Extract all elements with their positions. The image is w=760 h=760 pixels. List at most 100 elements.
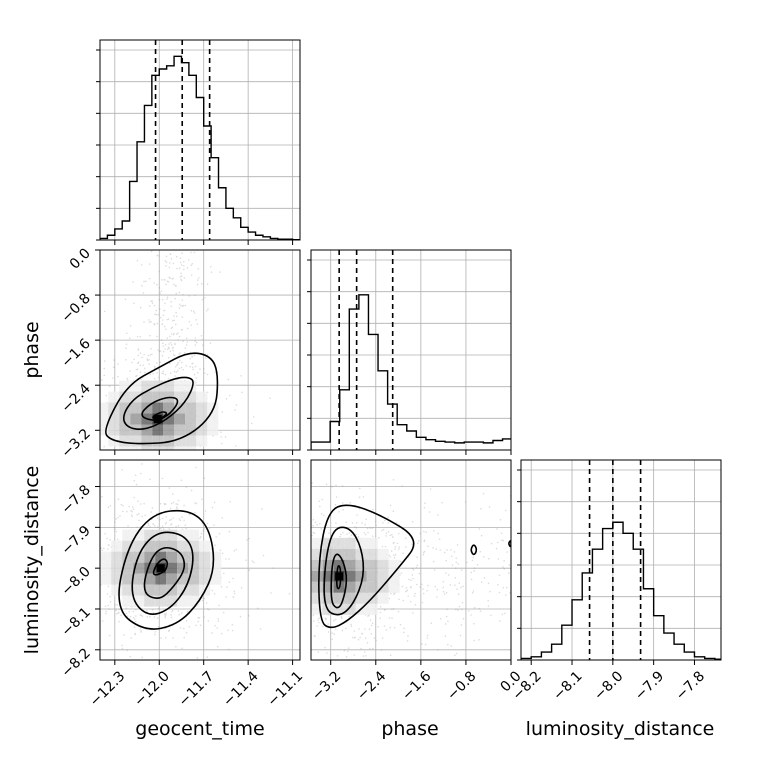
density-cell [119, 413, 131, 425]
contour-line [141, 396, 179, 421]
density-cell [344, 570, 356, 582]
density-cell [333, 592, 345, 604]
density-cell [366, 548, 378, 560]
density-cell [344, 581, 356, 593]
density-cell [100, 424, 109, 436]
density-cell [196, 413, 208, 425]
density-cell [355, 559, 367, 571]
density-cell [133, 584, 145, 596]
density-cell [199, 540, 211, 552]
density-cell [188, 540, 200, 552]
contour-line [143, 546, 186, 599]
density-cell [196, 402, 208, 414]
density-cell [185, 446, 197, 450]
density-cell [311, 537, 323, 549]
density-cell [166, 551, 178, 563]
density-cell [177, 584, 189, 596]
density-cell [119, 435, 131, 447]
density-cell [377, 559, 389, 571]
density-cell [163, 402, 175, 414]
panel-frame [310, 459, 512, 661]
density-peak [156, 564, 165, 573]
density-cell [122, 562, 134, 574]
contour-line [105, 352, 219, 445]
density-cell [311, 581, 323, 593]
density-cell [366, 570, 378, 582]
density-cell [177, 573, 189, 585]
density-cell [188, 562, 200, 574]
contour-line [336, 565, 342, 590]
panel-frame [310, 249, 512, 451]
density-cell [166, 540, 178, 552]
density-cell [344, 548, 356, 560]
density-cell [366, 559, 378, 571]
density-cell [196, 424, 208, 436]
density-cell [355, 592, 367, 604]
density-cell [111, 551, 123, 563]
density-cell [108, 391, 120, 403]
density-cell [333, 537, 345, 549]
density-cell [166, 529, 178, 541]
density-cell [388, 581, 400, 593]
density-cell [196, 435, 208, 447]
density-cell [207, 413, 219, 425]
density-cell [188, 551, 200, 563]
density-cell [155, 551, 167, 563]
density-cell [141, 446, 153, 450]
density-cell [119, 424, 131, 436]
density-cell [311, 592, 323, 604]
density-cell [122, 584, 134, 596]
density-cell [152, 435, 164, 447]
density-cell [152, 391, 164, 403]
density-cell [174, 424, 186, 436]
density-cell [311, 570, 323, 582]
density-cell [377, 570, 389, 582]
density-cell [163, 413, 175, 425]
density-cell [108, 413, 120, 425]
density-cell [344, 559, 356, 571]
density-cell [155, 584, 167, 596]
density-cell [130, 391, 142, 403]
histogram-geocent_time [100, 55, 300, 240]
density-cell [144, 573, 156, 585]
density-cell [344, 603, 356, 615]
density-cell [133, 562, 145, 574]
density-cell [144, 529, 156, 541]
density-cell [111, 562, 123, 574]
density-peak [153, 415, 162, 424]
density-cell [388, 559, 400, 571]
density-cell [130, 435, 142, 447]
density-cell [322, 548, 334, 560]
density-cell [130, 402, 142, 414]
contour-line [122, 376, 194, 430]
density-cell [119, 446, 131, 450]
density-cell [311, 548, 323, 560]
density-cell [166, 562, 178, 574]
density-cell [322, 570, 334, 582]
density-cell [377, 548, 389, 560]
density-cell [144, 562, 156, 574]
density-cell [210, 562, 222, 574]
density-cell [185, 402, 197, 414]
density-cell [177, 540, 189, 552]
density-cell [166, 584, 178, 596]
density-cell [163, 380, 175, 392]
density-cell [174, 435, 186, 447]
panel-frame [520, 459, 722, 661]
density-cell [188, 584, 200, 596]
density-cell [377, 592, 389, 604]
density-cell [388, 570, 400, 582]
histogram-luminosity_distance [521, 521, 721, 660]
density-cell [130, 413, 142, 425]
density-cell [100, 413, 109, 425]
density-cell [122, 595, 134, 607]
panel-frame [99, 39, 301, 241]
density-cell [152, 446, 164, 450]
density-cell [174, 413, 186, 425]
density-cell [133, 529, 145, 541]
density-cell [177, 529, 189, 541]
contour-line [118, 509, 215, 630]
density-cell [119, 402, 131, 414]
